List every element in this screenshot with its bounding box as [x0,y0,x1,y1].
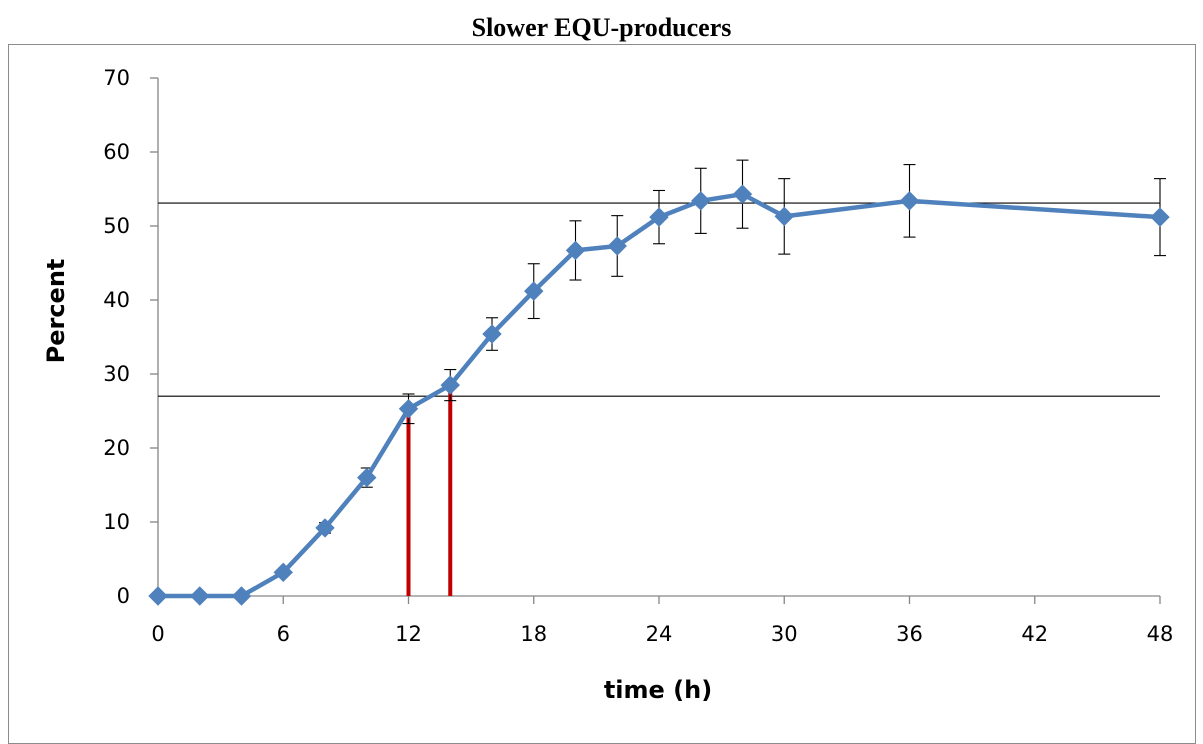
data-point [148,586,168,606]
data-point [732,184,753,204]
x-axis-title: time (h) [604,676,712,704]
x-tick-label: 42 [1021,622,1048,646]
x-tick-label: 12 [395,622,422,646]
data-point [190,586,210,606]
data-point [273,562,293,583]
data-point [398,399,419,419]
reference-lines [158,202,1160,596]
y-tick-label: 70 [103,66,130,90]
x-tick-label: 30 [771,622,798,646]
data-point [231,586,252,606]
x-tick-label: 48 [1147,622,1174,646]
x-tick-label: 18 [520,622,547,646]
x-tick-label: 0 [151,622,164,646]
axes: 0 10 20 30 40 50 60 70 0 6 12 18 24 30 36 42 48 [103,66,1173,646]
y-tick-label: 20 [103,436,130,460]
data-point [565,240,586,261]
data-point [524,281,544,301]
y-tick-label: 50 [103,214,130,238]
data-point [649,207,669,227]
y-tick-label: 60 [103,140,130,164]
series-line [158,191,1161,599]
y-tick-label: 30 [103,362,130,386]
data-point [315,518,335,538]
data-point [607,236,627,256]
data-series [148,159,1170,606]
x-tick-label: 24 [646,622,673,646]
chart-title: Slower EQU-producers [471,13,732,42]
y-axis-title: Percent [42,259,70,364]
data-point [774,206,794,227]
data-point [1150,207,1170,227]
x-tick-label: 6 [277,622,290,646]
data-point [440,375,460,395]
y-tick-label: 10 [103,510,130,534]
data-point [357,467,377,488]
data-point [691,191,711,211]
data-point [482,324,502,344]
y-tick-label: 0 [117,584,130,608]
y-tick-label: 40 [103,288,130,312]
data-point [899,191,920,211]
x-tick-label: 36 [896,622,923,646]
